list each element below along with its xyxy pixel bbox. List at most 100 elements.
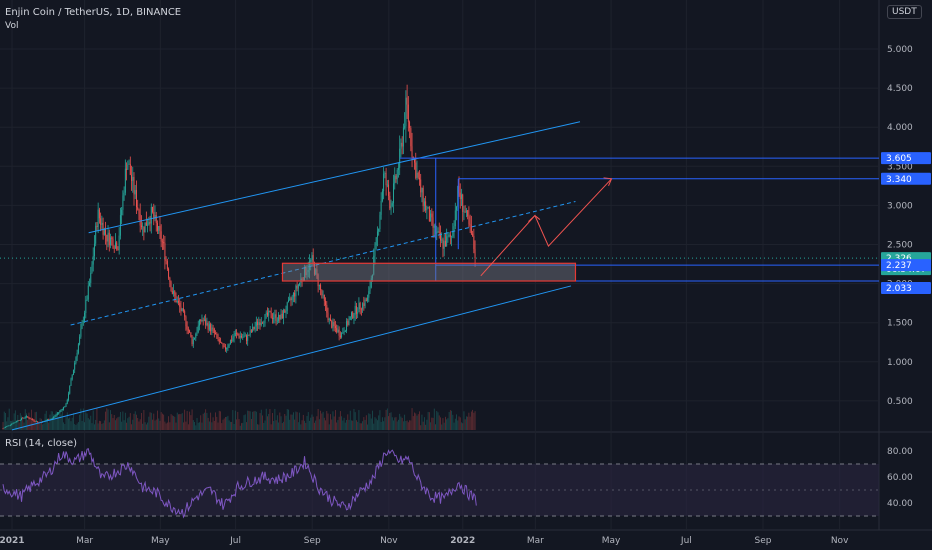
volume-bar [70,421,72,430]
candle-body [301,278,303,280]
volume-bar [118,416,120,430]
candle-body [364,299,366,306]
candle-body [462,194,464,212]
candle-body [216,334,218,335]
candle-body [8,425,10,426]
rsi-y-tick-label: 40.00 [887,499,913,509]
volume-bar [14,410,16,430]
volume-bar [165,423,167,430]
volume-bar [56,412,58,430]
volume-bar [76,423,78,430]
candle-body [401,142,403,147]
candle-body [436,231,438,234]
currency-unit-badge[interactable]: USDT [887,5,922,19]
candle-body [353,314,355,319]
candle-body [74,362,76,370]
candle-body [100,218,102,225]
volume-bar [103,420,105,430]
volume-bar [220,411,221,430]
candle-body [71,374,73,380]
candle-body [161,241,163,243]
projection-path[interactable] [480,178,612,277]
volume-bar [208,421,210,430]
price-axis-label-bg [881,259,931,272]
candle-body [135,190,137,208]
price-axis-label: 3.605 [886,154,912,164]
candle-body [295,285,297,297]
volume-bar [419,411,420,430]
volume-label: Vol [5,21,19,31]
volume-bar [139,419,141,430]
volume-bar [268,413,270,430]
candle-body [126,168,128,170]
volume-bar [317,409,319,430]
x-tick-label: May [151,536,170,546]
candle-body [266,312,268,316]
volume-bar [341,416,343,430]
candle-body [431,213,433,218]
candle-body [56,413,58,415]
candle-body [367,297,369,301]
volume-bar [258,424,260,430]
candle-body [304,267,306,281]
volume-bar [327,413,329,430]
candle-body [170,281,172,291]
candle-body [453,226,455,232]
candle-body [333,322,335,327]
candle-body [85,300,87,313]
volume-bar [373,423,375,430]
candle-body [179,302,181,307]
channel-upper-line[interactable] [88,121,581,234]
volume-bar [207,417,209,430]
x-tick-label: 2021 [0,536,25,546]
volume-bar [138,421,140,430]
channel-lower-line[interactable] [11,285,572,431]
volume-bar [290,414,292,430]
volume-bar [190,415,192,430]
candle-body [374,245,376,256]
support-zone-box[interactable] [281,262,577,282]
candle-body [472,233,474,236]
volume-bar [425,424,427,430]
volume-bar [61,407,63,430]
volume-bar [222,419,224,430]
y-tick-label: 3.500 [887,162,913,172]
volume-bar [101,424,103,430]
volume-bar [305,422,307,430]
volume-bar [338,416,340,430]
volume-bar [255,411,257,430]
price-axis-label-bg [881,152,931,165]
candle-body [306,272,308,276]
volume-bar [354,412,356,430]
volume-bar [59,412,61,430]
candle-body [59,410,61,413]
volume-bar [468,412,470,430]
volume-bar [259,413,261,430]
candle-body [51,418,53,419]
candle-body [61,409,63,411]
volume-bar [398,419,399,430]
volume-bar [80,408,82,430]
volume-bar [254,410,256,430]
volume-bar [231,421,233,430]
volume-bar [94,424,95,430]
candle-body [310,260,312,262]
candle-body [131,174,132,181]
candle-body [418,177,420,180]
candle-body [18,420,20,422]
volume-bar [280,416,282,430]
candle-body [26,416,27,418]
volume-bar [414,412,415,430]
volume-bar [127,418,129,430]
volume-bar [463,411,465,430]
volume-bar [196,418,198,430]
volume-bar [472,409,474,430]
candle-body [388,184,390,196]
volume-bar [184,409,186,430]
candle-body [197,325,199,333]
volume-bar [173,416,174,430]
volume-bar [363,417,365,430]
candle-body [289,298,291,300]
candle-body [383,173,385,192]
